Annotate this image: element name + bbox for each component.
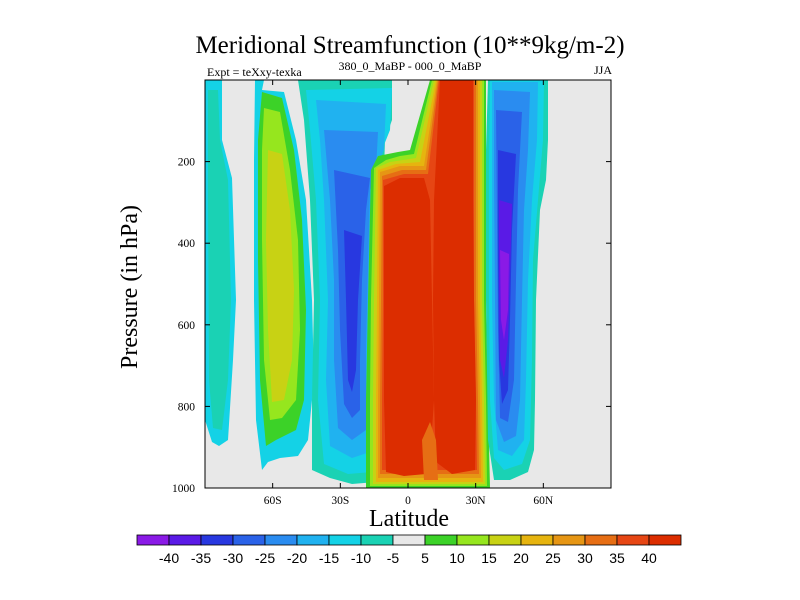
colorbar-label: 35 — [609, 550, 625, 566]
colorbar-label: -15 — [319, 550, 339, 566]
colorbar-label: 5 — [421, 550, 429, 566]
colorbar-label: 20 — [513, 550, 529, 566]
colorbar-swatch — [648, 534, 682, 546]
x-tick-label: 30N — [466, 495, 487, 507]
y-tick-label: 800 — [178, 401, 196, 413]
colorbar-swatch — [232, 534, 266, 546]
colorbar-label: 10 — [449, 550, 465, 566]
colorbar-swatch — [488, 534, 522, 546]
green-cell-60S — [254, 80, 314, 470]
colorbar-label: -30 — [223, 550, 243, 566]
colorbar-swatch — [392, 534, 426, 546]
y-tick-label: 600 — [178, 320, 196, 332]
x-tick-label: 60S — [264, 495, 282, 507]
y-tick-label: 400 — [178, 238, 196, 250]
colorbar-label: 30 — [577, 550, 593, 566]
colorbar-swatch — [616, 534, 650, 546]
violet-cell-45N-core — [500, 250, 509, 340]
colorbar-swatch — [136, 534, 170, 546]
x-tick-label: 30S — [331, 495, 349, 507]
colorbar-swatch — [168, 534, 202, 546]
colorbar: -40 -35 -30 -25 -20 -15 -10 -5 5 10 15 20 25 30 35 40 — [136, 534, 682, 566]
colorbar-swatch — [296, 534, 330, 546]
colorbar-label: -35 — [191, 550, 211, 566]
y-axis-ticks: 200 400 600 800 1000 — [172, 157, 611, 495]
colorbar-label: 15 — [481, 550, 497, 566]
cyan-cell-80S-inner — [208, 90, 231, 430]
colorbar-swatch — [264, 534, 298, 546]
y-tick-label: 1000 — [172, 483, 195, 495]
y-tick-label: 200 — [178, 157, 196, 169]
chart-subtitle-left: Expt = teXxy-texka — [207, 65, 302, 79]
colorbar-swatch — [360, 534, 394, 546]
green-cell-60S-core — [266, 150, 294, 402]
red-cell-equator-notch — [422, 422, 438, 480]
chart-subtitle-center: 380_0_MaBP - 000_0_MaBP — [339, 59, 482, 73]
x-tick-label: 0 — [405, 495, 411, 507]
violet-cell-45N — [486, 80, 548, 480]
colorbar-label: -40 — [159, 550, 179, 566]
colorbar-swatch — [520, 534, 554, 546]
colorbar-label: -25 — [255, 550, 275, 566]
chart-title: Meridional Streamfunction (10**9kg/m-2) — [195, 32, 624, 59]
y-axis-label: Pressure (in hPa) — [117, 205, 143, 369]
red-cell-equator-core-right — [433, 80, 476, 474]
red-cell-equator — [366, 80, 490, 488]
x-axis-ticks: 60S 30S 0 30N 60N — [264, 80, 554, 507]
plot-area — [205, 80, 611, 488]
colorbar-label: -5 — [387, 550, 400, 566]
red-cell-equator-core-left — [384, 178, 434, 476]
colorbar-swatch — [200, 534, 234, 546]
x-axis-label: Latitude — [369, 506, 449, 532]
colorbar-swatch — [584, 534, 618, 546]
colorbar-swatch — [328, 534, 362, 546]
x-tick-label: 60N — [533, 495, 554, 507]
chart-subtitle-right: JJA — [594, 63, 612, 77]
colorbar-label: 25 — [545, 550, 561, 566]
cyan-cell-80S — [205, 80, 236, 446]
colorbar-swatch — [456, 534, 490, 546]
blue-cell-30S-core — [344, 230, 362, 392]
colorbar-label: -10 — [351, 550, 371, 566]
colorbar-label: 40 — [641, 550, 657, 566]
colorbar-swatch — [424, 534, 458, 546]
colorbar-swatch — [552, 534, 586, 546]
colorbar-label: -20 — [287, 550, 307, 566]
